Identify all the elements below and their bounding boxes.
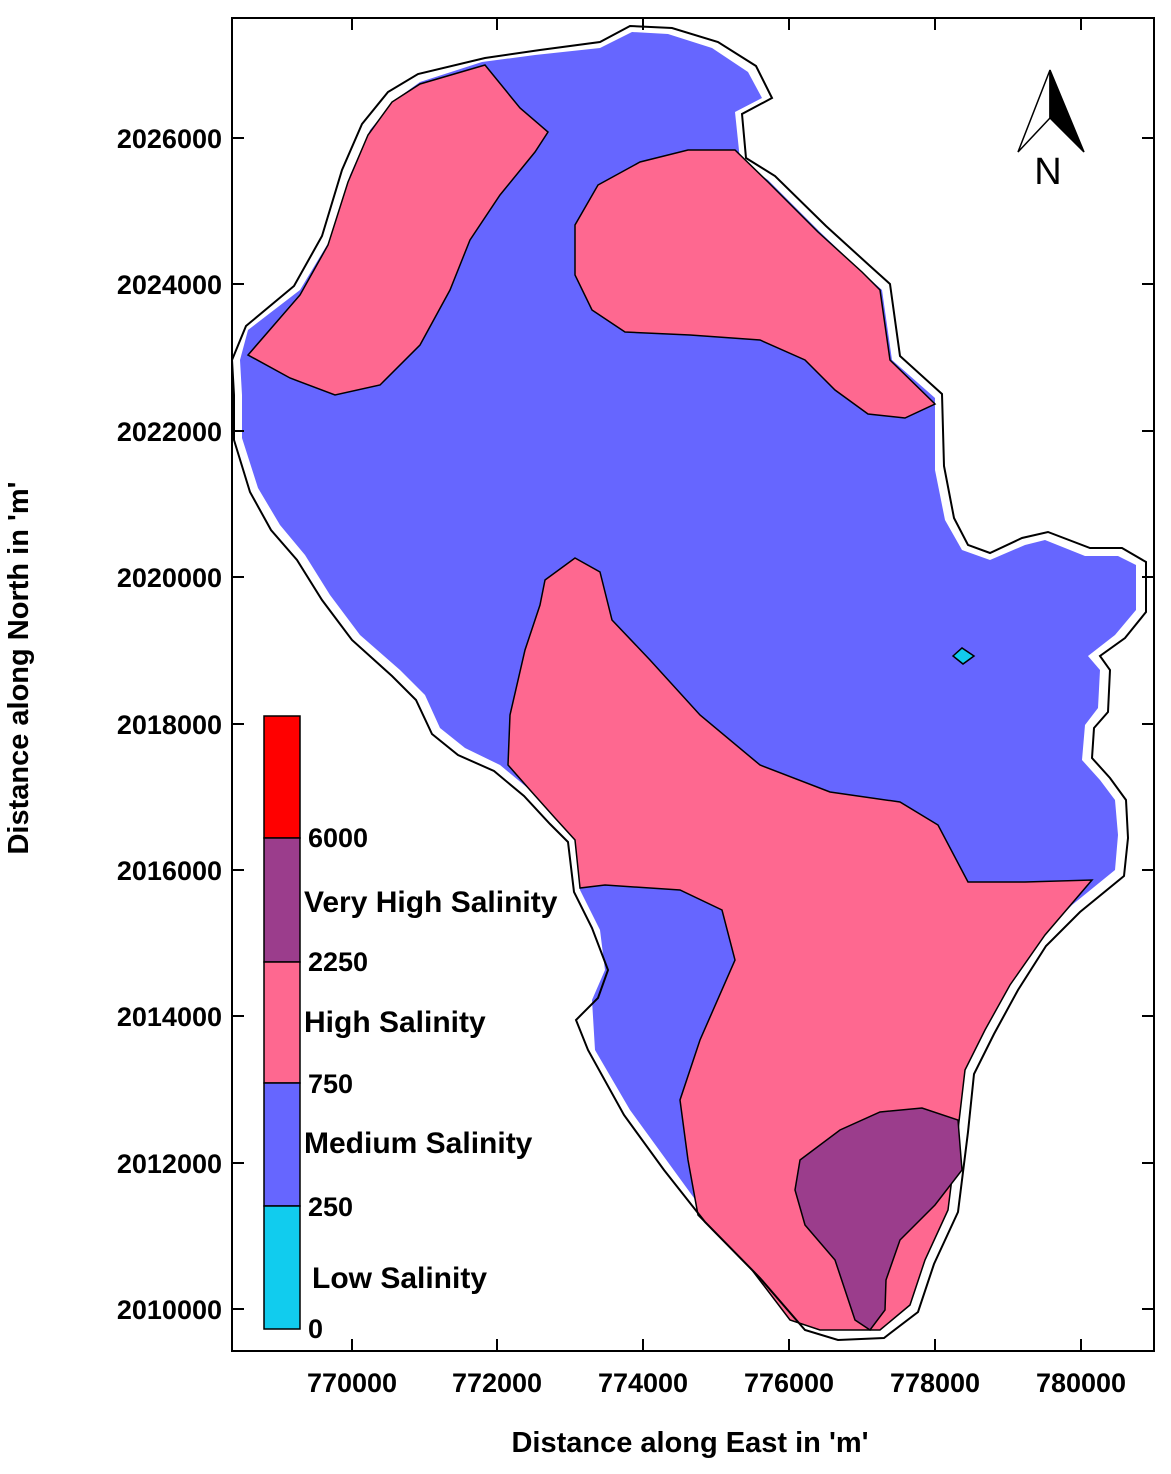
legend: 6000 2250 750 250 0 Very High Salinity H… xyxy=(263,715,558,1344)
y-tick-label: 2022000 xyxy=(117,417,222,447)
y-tick-label: 2010000 xyxy=(117,1295,222,1325)
legend-break-label: 6000 xyxy=(308,823,368,853)
x-axis-title: Distance along East in 'm' xyxy=(511,1427,868,1459)
high-salinity-zone-northwest xyxy=(246,64,549,396)
legend-swatch xyxy=(263,1082,301,1207)
north-letter: N xyxy=(1034,151,1061,193)
y-axis-tick-labels: 2026000 2024000 2022000 2020000 2018000 … xyxy=(117,124,222,1325)
y-axis-ticks xyxy=(232,137,1154,1310)
y-tick-label: 2012000 xyxy=(117,1149,222,1179)
legend-break-label: 250 xyxy=(308,1192,353,1222)
legend-class-label: High Salinity xyxy=(304,1006,486,1039)
x-axis-ticks xyxy=(351,18,1082,1351)
north-arrow-icon: N xyxy=(1017,69,1085,193)
legend-break-label: 0 xyxy=(308,1314,323,1344)
legend-swatch xyxy=(263,1205,301,1330)
high-salinity-zone-north xyxy=(574,149,937,419)
legend-swatch xyxy=(263,961,301,1084)
very-high-salinity-zone xyxy=(794,1107,963,1332)
y-tick-label: 2016000 xyxy=(117,856,222,886)
x-tick-label: 774000 xyxy=(598,1368,688,1398)
y-tick-label: 2020000 xyxy=(117,563,222,593)
legend-break-label: 2250 xyxy=(308,947,368,977)
legend-class-label: Very High Salinity xyxy=(304,886,558,919)
legend-class-label: Low Salinity xyxy=(312,1262,487,1295)
low-salinity-spot xyxy=(951,647,976,665)
y-tick-label: 2026000 xyxy=(117,124,222,154)
x-axis-tick-labels: 770000 772000 774000 776000 778000 78000… xyxy=(307,1368,1126,1398)
legend-break-label: 750 xyxy=(308,1069,353,1099)
x-tick-label: 776000 xyxy=(744,1368,834,1398)
x-tick-label: 772000 xyxy=(452,1368,542,1398)
legend-swatch xyxy=(263,715,301,839)
x-tick-label: 778000 xyxy=(890,1368,980,1398)
y-tick-label: 2018000 xyxy=(117,710,222,740)
x-tick-label: 780000 xyxy=(1036,1368,1126,1398)
legend-class-label: Medium Salinity xyxy=(304,1127,533,1160)
legend-swatch xyxy=(263,837,301,963)
study-area-boundary xyxy=(230,24,1147,1342)
y-tick-label: 2024000 xyxy=(117,270,222,300)
y-tick-label: 2014000 xyxy=(117,1002,222,1032)
y-axis-title: Distance along North in 'm' xyxy=(3,481,35,854)
x-tick-label: 770000 xyxy=(307,1368,397,1398)
